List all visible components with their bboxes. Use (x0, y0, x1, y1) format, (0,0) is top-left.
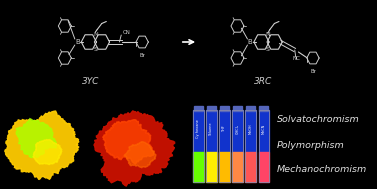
Bar (259, 106, 268, 111)
Bar (219, 110, 230, 182)
Text: Mechanochromism: Mechanochromism (277, 166, 367, 174)
Text: Br: Br (139, 53, 145, 58)
Text: MeCN: MeCN (262, 124, 266, 134)
Text: CN: CN (123, 30, 131, 36)
Bar (232, 110, 243, 152)
Text: 3YC: 3YC (82, 77, 100, 87)
Text: S: S (266, 47, 270, 52)
Text: N: N (266, 32, 270, 37)
Bar (219, 110, 230, 152)
Bar (246, 106, 255, 111)
Text: Br: Br (310, 69, 316, 74)
Bar (259, 152, 270, 182)
Text: Polymorphism: Polymorphism (277, 140, 345, 149)
Polygon shape (94, 111, 175, 186)
Bar (193, 106, 202, 111)
Polygon shape (33, 139, 62, 165)
Text: N: N (93, 32, 98, 37)
Bar (206, 152, 217, 182)
Text: 3RC: 3RC (254, 77, 273, 87)
Text: MeOH: MeOH (249, 124, 253, 134)
Bar (219, 152, 230, 182)
Text: Toluene: Toluene (209, 122, 213, 136)
Text: B: B (75, 39, 80, 45)
Bar (245, 110, 256, 182)
Text: THF: THF (222, 125, 227, 132)
Bar (206, 110, 217, 182)
Bar (233, 106, 242, 111)
Text: Cy hexane: Cy hexane (196, 119, 200, 138)
Bar (193, 110, 204, 182)
Text: NC: NC (293, 57, 301, 61)
Bar (245, 152, 256, 182)
Bar (193, 110, 204, 152)
Bar (220, 106, 229, 111)
Bar (259, 110, 270, 182)
Text: Solvatochromism: Solvatochromism (277, 115, 360, 125)
Bar (193, 152, 204, 182)
Bar (206, 110, 217, 152)
Bar (207, 106, 216, 111)
Text: S: S (93, 47, 97, 52)
Text: B: B (248, 39, 253, 45)
Text: CHCl₃: CHCl₃ (236, 124, 240, 134)
Polygon shape (103, 120, 154, 164)
Bar (232, 110, 243, 182)
Polygon shape (16, 119, 56, 158)
Polygon shape (5, 111, 79, 180)
Polygon shape (124, 142, 156, 168)
Bar (245, 110, 256, 152)
Bar (259, 110, 270, 152)
Bar (232, 152, 243, 182)
